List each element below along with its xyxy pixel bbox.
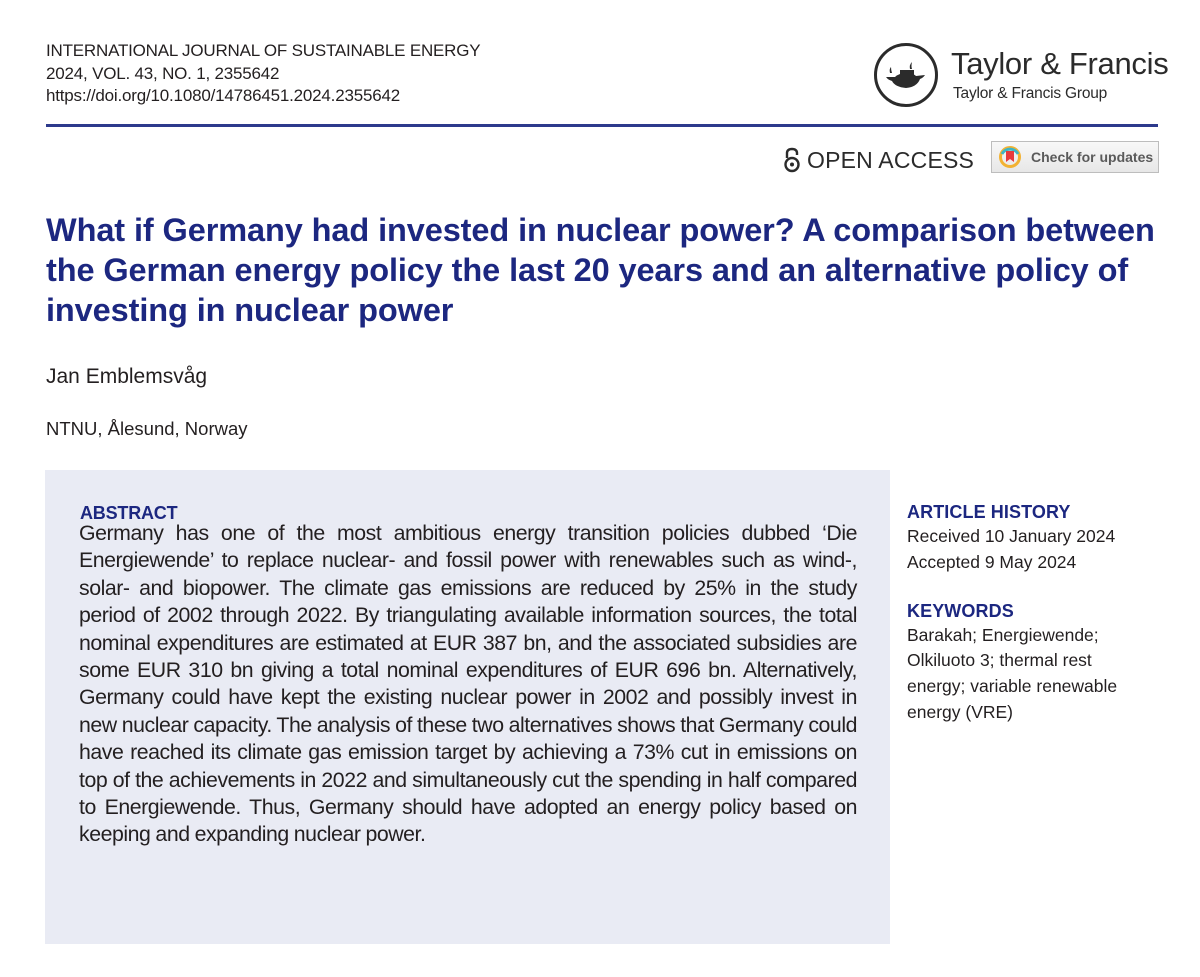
publisher-logo: Taylor & Francis Taylor & Francis Group xyxy=(873,42,1169,122)
received-date: Received 10 January 2024 xyxy=(907,526,1116,546)
oil-lamp-icon xyxy=(874,43,938,107)
keywords-line: energy; variable renewable xyxy=(907,676,1118,697)
check-for-updates-button[interactable]: Check for updates xyxy=(991,141,1159,173)
journal-name: INTERNATIONAL JOURNAL OF SUSTAINABLE ENE… xyxy=(46,41,481,60)
author-affiliation: NTNU, Ålesund, Norway xyxy=(46,418,248,439)
article-title: What if Germany had invested in nuclear … xyxy=(46,212,1155,328)
abstract-text: Germany has one of the most ambitious en… xyxy=(79,521,857,847)
author-name[interactable]: Jan Emblemsvåg xyxy=(46,365,208,388)
keywords-line: Olkiluoto 3; thermal rest xyxy=(907,650,1092,671)
keywords-line: energy (VRE) xyxy=(907,701,1014,722)
accepted-date: Accepted 9 May 2024 xyxy=(907,551,1077,572)
open-access-label: OPEN ACCESS xyxy=(807,146,975,173)
article-history-heading: ARTICLE HISTORY xyxy=(907,502,1071,522)
abstract-heading: ABSTRACT xyxy=(80,503,178,523)
check-for-updates-label: Check for updates xyxy=(1031,149,1154,165)
article-sidebar: ARTICLE HISTORY Received 10 January 2024… xyxy=(907,500,1197,726)
doi-link[interactable]: https://doi.org/10.1080/14786451.2024.23… xyxy=(46,86,400,105)
journal-issue: 2024, VOL. 43, NO. 1, 2355642 xyxy=(46,63,280,83)
journal-meta: INTERNATIONAL JOURNAL OF SUSTAINABLE ENE… xyxy=(46,40,481,108)
header-divider xyxy=(46,124,1158,127)
keywords-line: Barakah; Energiewende; xyxy=(907,624,1099,645)
open-access-badge: OPEN ACCESS xyxy=(783,143,974,177)
open-lock-icon xyxy=(784,147,800,173)
abstract-panel xyxy=(45,470,890,944)
keywords-heading: KEYWORDS xyxy=(907,600,1014,621)
publisher-name: Taylor & Francis xyxy=(951,46,1169,81)
crossmark-bookmark-icon xyxy=(999,146,1021,168)
publisher-group: Taylor & Francis Group xyxy=(953,85,1108,102)
